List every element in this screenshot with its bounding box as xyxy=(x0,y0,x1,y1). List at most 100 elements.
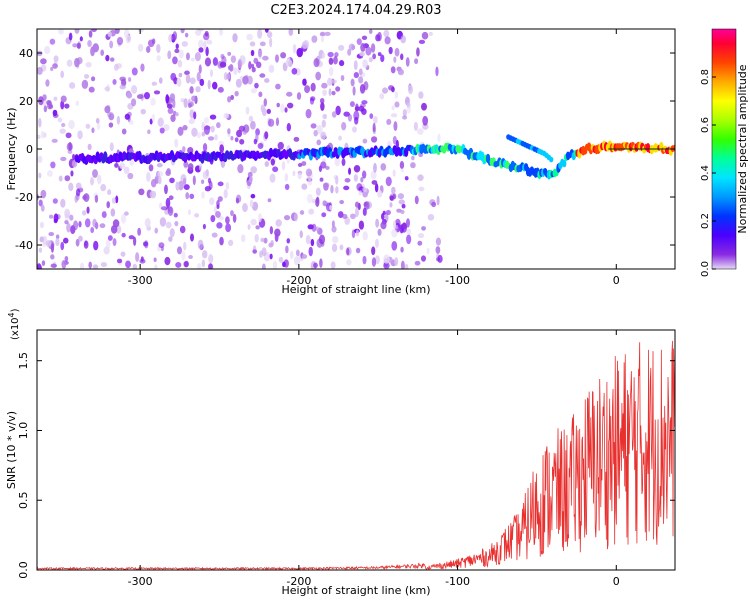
top-y-axis: -40 -20 0 20 40 xyxy=(15,47,675,252)
heatmap-cell xyxy=(322,200,327,207)
heatmap-cell xyxy=(374,183,379,193)
heatmap-cell xyxy=(198,47,204,53)
heatmap-cell xyxy=(347,48,352,56)
heatmap-cell xyxy=(348,43,356,51)
heatmap-cell xyxy=(346,259,352,266)
heatmap-cell xyxy=(436,195,440,206)
heatmap-cell xyxy=(353,71,359,79)
heatmap-cell xyxy=(64,208,71,219)
heatmap-cell xyxy=(48,214,54,219)
heatmap-cell xyxy=(227,65,233,71)
colorbar-tick-label: 0.0 xyxy=(700,261,711,277)
heatmap-cell xyxy=(199,78,205,87)
heatmap-cell xyxy=(420,255,427,262)
heatmap-cell xyxy=(166,103,173,109)
heatmap-cell xyxy=(260,237,265,243)
heatmap-cell xyxy=(310,82,316,92)
heatmap-cell xyxy=(174,48,180,54)
heatmap-cell xyxy=(72,153,76,161)
heatmap-cell xyxy=(285,245,289,254)
heatmap-cell xyxy=(159,127,165,134)
heatmap-cell xyxy=(394,101,400,108)
heatmap-cell xyxy=(96,122,101,131)
heatmap-cell xyxy=(293,136,300,142)
heatmap-cell xyxy=(46,99,52,106)
heatmap-cell xyxy=(95,117,100,124)
heatmap-cell xyxy=(263,98,268,107)
heatmap-cell xyxy=(301,41,309,49)
heatmap-cell xyxy=(275,117,280,127)
heatmap-cell xyxy=(61,122,66,128)
heatmap-cell xyxy=(131,85,138,94)
heatmap-cell xyxy=(65,132,72,139)
heatmap-cell xyxy=(269,173,276,183)
heatmap-cell xyxy=(370,136,378,143)
heatmap-cell xyxy=(261,263,266,269)
heatmap-cell xyxy=(131,67,138,76)
heatmap-cell xyxy=(352,126,357,133)
heatmap-cell xyxy=(286,238,291,244)
heatmap-cell xyxy=(149,190,157,199)
heatmap-cell xyxy=(182,124,188,131)
heatmap-cell xyxy=(121,232,126,238)
heatmap-cell xyxy=(302,78,307,86)
heatmap-cell xyxy=(400,53,404,61)
heatmap-cell xyxy=(168,34,173,43)
heatmap-cell xyxy=(280,103,285,113)
heatmap-cell xyxy=(307,179,313,186)
heatmap-cell xyxy=(217,181,224,187)
heatmap-cell xyxy=(120,251,126,257)
heatmap-cell xyxy=(242,75,249,85)
heatmap-cell xyxy=(255,61,262,69)
heatmap-cell xyxy=(60,100,65,110)
heatmap-cell xyxy=(64,175,71,182)
heatmap-cell xyxy=(132,263,138,269)
heatmap-cell xyxy=(58,29,64,35)
heatmap-cell xyxy=(392,135,397,145)
heatmap-cell xyxy=(204,125,211,130)
heatmap-cell xyxy=(76,57,83,65)
heatmap-cell xyxy=(177,59,183,68)
heatmap-cell xyxy=(329,204,333,211)
heatmap-cell xyxy=(295,249,300,257)
heatmap-cell xyxy=(164,209,169,215)
bottom-y-tick-label: 0.0 xyxy=(17,561,30,579)
heatmap-cell xyxy=(371,257,377,267)
bottom-x-tick-label: -200 xyxy=(286,575,311,588)
heatmap-cell xyxy=(185,192,190,200)
heatmap-cell xyxy=(100,49,105,56)
heatmap-cell xyxy=(37,66,43,75)
heatmap-cell xyxy=(297,172,302,180)
heatmap-cell xyxy=(180,174,187,184)
heatmap-cell xyxy=(204,57,212,67)
heatmap-cell xyxy=(72,43,78,48)
heatmap-cell xyxy=(41,260,46,266)
heatmap-cell xyxy=(108,114,115,121)
heatmap-cell xyxy=(114,29,120,34)
heatmap-cell xyxy=(335,105,341,116)
heatmap-cell xyxy=(178,72,183,78)
heatmap-cell xyxy=(360,176,364,183)
heatmap-cell xyxy=(264,29,269,33)
heatmap-cell xyxy=(269,37,273,48)
heatmap-cell xyxy=(308,246,313,257)
heatmap-cell xyxy=(400,246,404,253)
heatmap-cell xyxy=(230,135,234,141)
heatmap-cell xyxy=(75,100,80,106)
heatmap-cell xyxy=(335,86,341,92)
heatmap-cell xyxy=(418,186,425,192)
heatmap-cell xyxy=(394,91,399,99)
heatmap-cell xyxy=(237,164,244,174)
heatmap-cell xyxy=(183,161,189,168)
colorbar-ticks: 0.0 0.2 0.4 0.6 0.8 xyxy=(700,69,716,277)
heatmap-cell xyxy=(248,115,254,122)
heatmap-cell xyxy=(128,120,134,125)
heatmap-cell xyxy=(145,45,151,53)
svg-text:(x104): (x104) xyxy=(7,308,21,340)
heatmap-cell xyxy=(323,182,329,191)
heatmap-cell xyxy=(305,234,311,245)
heatmap-cell xyxy=(172,31,178,41)
bottom-y-axis: 0.0 0.5 1.0 1.5 xyxy=(17,352,675,579)
heatmap-cell xyxy=(278,256,284,263)
heatmap-cell xyxy=(239,138,245,145)
